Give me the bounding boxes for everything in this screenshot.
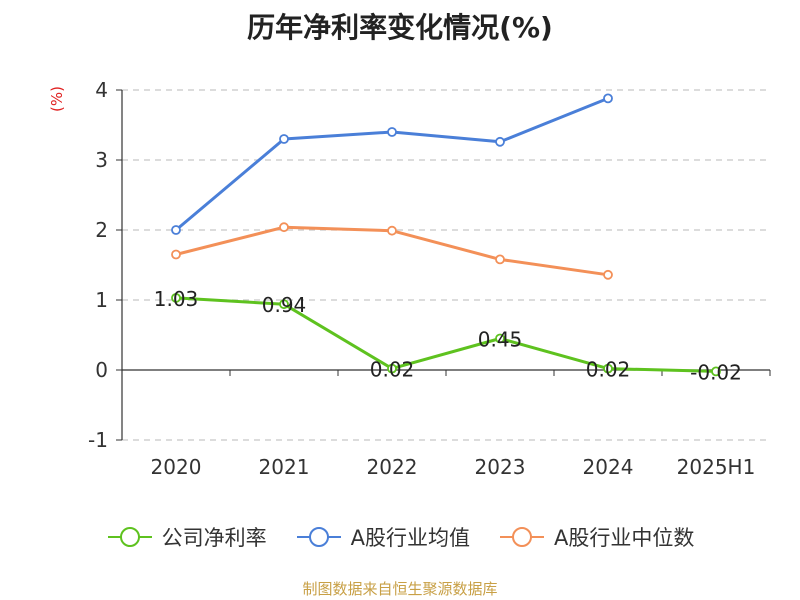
data-source-note: 制图数据来自恒生聚源数据库 — [302, 580, 498, 598]
y-tick-label: -1 — [88, 428, 108, 452]
data-point — [603, 93, 613, 104]
x-tick-label: 2023 — [475, 455, 526, 479]
data-point — [387, 127, 397, 137]
legend-label-industry-mean: A股行业均值 — [350, 526, 470, 550]
legend-line-marker-icon — [500, 527, 544, 547]
data-point — [171, 249, 181, 260]
data-label: 0.02 — [370, 358, 415, 382]
data-point — [603, 363, 613, 374]
data-label: 1.03 — [154, 287, 199, 311]
data-point — [279, 222, 289, 233]
x-tick-label: 2022 — [367, 455, 418, 479]
legend-label-industry-median: A股行业中位数 — [554, 526, 695, 550]
legend-item-company[interactable]: 公司净利率 — [106, 522, 267, 552]
series-line — [175, 296, 717, 373]
data-point — [279, 134, 289, 144]
data-label: 0.02 — [586, 358, 631, 382]
data-point — [171, 292, 181, 303]
y-tick-label: 1 — [95, 288, 108, 312]
legend-line-marker-icon — [107, 527, 152, 547]
data-point — [171, 225, 181, 235]
legend-label-company: 公司净利率 — [161, 526, 267, 550]
data-point — [711, 366, 721, 377]
x-tick-label: 2021 — [259, 455, 310, 479]
y-tick-label: 2 — [95, 218, 108, 242]
y-tick-label: 3 — [95, 148, 108, 172]
y-tick-label: 0 — [95, 358, 108, 382]
data-label: 0.94 — [262, 293, 307, 317]
data-point — [279, 299, 289, 310]
data-label: 0.45 — [478, 328, 523, 352]
x-tick-label: 2025H1 — [677, 455, 756, 479]
data-label: -0.02 — [690, 360, 742, 384]
data-point — [603, 269, 613, 280]
data-point — [387, 225, 397, 236]
x-tick-label: 2020 — [151, 455, 202, 479]
data-point — [495, 333, 505, 344]
legend: 公司净利率 A股行业均值 A股行业中位数 — [0, 520, 800, 554]
series-line — [175, 97, 609, 232]
data-point — [495, 136, 505, 147]
legend-line-marker-icon — [296, 527, 341, 547]
x-tick-label: 2024 — [583, 455, 634, 479]
y-tick-label: 4 — [95, 78, 108, 102]
data-point — [495, 254, 505, 265]
chart-title: 历年净利率变化情况(%) — [247, 11, 553, 44]
data-point — [387, 363, 397, 374]
legend-item-industry-mean[interactable]: A股行业均值 — [295, 522, 470, 552]
legend-item-industry-median[interactable]: A股行业中位数 — [498, 522, 694, 552]
